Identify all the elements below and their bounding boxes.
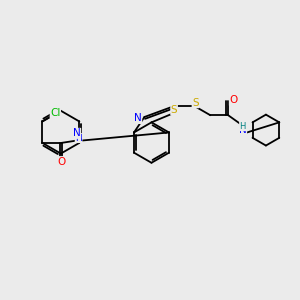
Text: S: S	[192, 98, 199, 108]
Text: O: O	[58, 157, 66, 166]
Text: H: H	[239, 122, 246, 131]
Text: N: N	[73, 128, 81, 138]
Text: N: N	[239, 125, 247, 135]
Text: N: N	[134, 113, 142, 124]
Text: O: O	[230, 95, 238, 105]
Text: H: H	[75, 134, 82, 142]
Text: Cl: Cl	[50, 108, 61, 118]
Text: S: S	[171, 105, 177, 115]
